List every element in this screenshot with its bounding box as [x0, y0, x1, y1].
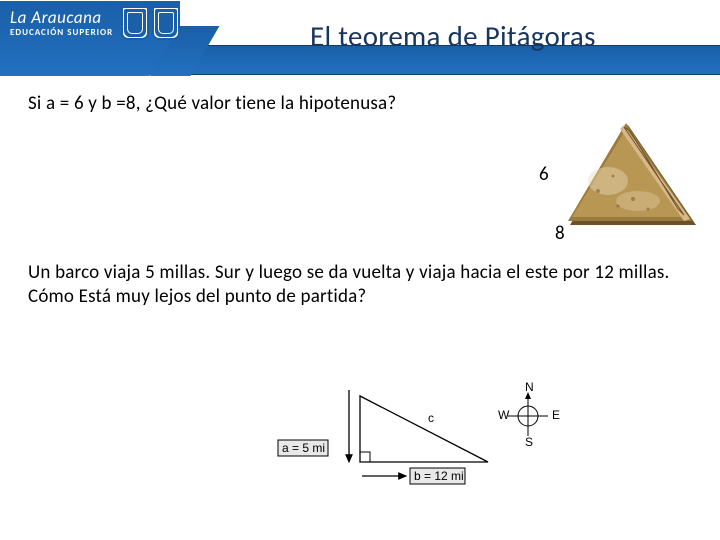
- sandwich-illustration: [558, 121, 700, 239]
- triangle-side-a-label: 6: [539, 163, 549, 186]
- compass-n: N: [525, 382, 534, 394]
- triangle-side-b-label: 8: [555, 222, 565, 245]
- slide-content: Si a = 6 y b =8, ¿Qué valor tiene la hip…: [0, 78, 720, 310]
- triangle-path: [360, 396, 488, 462]
- compass-e: E: [552, 408, 560, 422]
- shield-icon: [121, 6, 149, 40]
- brand-name: La Araucana: [10, 9, 113, 26]
- label-a-text: a = 5 mi: [282, 441, 325, 455]
- right-angle-box: [360, 452, 370, 462]
- slide-header: La Araucana EDUCACIÓN SUPERIOR El teorem…: [0, 0, 720, 78]
- label-c-text: c: [428, 411, 434, 425]
- brand-subtitle: EDUCACIÓN SUPERIOR: [10, 28, 113, 37]
- compass-s: S: [525, 435, 533, 449]
- boat-diagram: /* second attr bind handled below */ a =…: [270, 382, 570, 512]
- brand-logo: La Araucana EDUCACIÓN SUPERIOR: [10, 6, 180, 40]
- question-2-text: Un barco viaja 5 millas. Sur y luego se …: [28, 261, 696, 310]
- shield-icon: [152, 6, 180, 40]
- compass-w: W: [498, 408, 510, 422]
- brand-text: La Araucana EDUCACIÓN SUPERIOR: [10, 9, 113, 37]
- slide-title: El teorema de Pitágoras: [310, 18, 596, 54]
- question-1-text: Si a = 6 y b =8, ¿Qué valor tiene la hip…: [28, 92, 696, 115]
- brand-shields: [121, 6, 180, 40]
- compass-rose: N S E W: [498, 382, 560, 449]
- label-b-text: b = 12 mi: [414, 469, 464, 483]
- illustration-1: 6 8: [28, 115, 696, 255]
